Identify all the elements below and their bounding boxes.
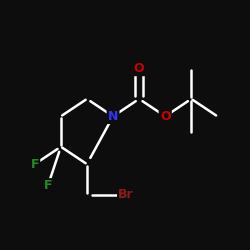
Text: F: F [44,179,52,192]
Text: F: F [30,158,39,171]
Text: Br: Br [118,188,134,201]
Text: O: O [160,110,170,123]
Text: N: N [108,110,118,123]
Text: O: O [134,62,144,75]
